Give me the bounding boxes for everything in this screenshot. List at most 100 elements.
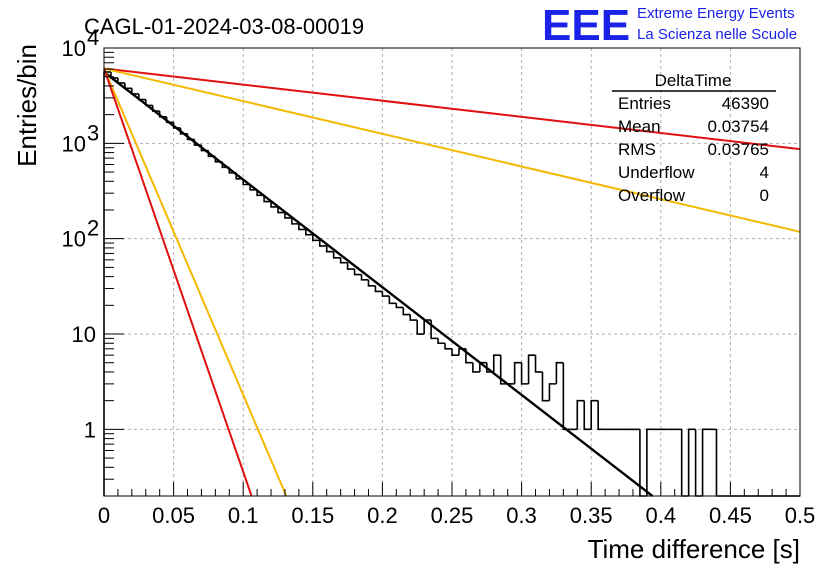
histogram-bin <box>486 362 494 373</box>
histogram-bin <box>583 400 592 431</box>
histogram-bin <box>124 82 132 90</box>
histogram-bin <box>131 88 139 95</box>
histogram-bin <box>381 291 390 297</box>
histogram-bin <box>555 361 564 384</box>
histogram-bin <box>284 212 292 219</box>
brand-line-1: Extreme Energy Events <box>637 5 795 22</box>
fit-lines <box>103 67 801 497</box>
x-tick-label: 0 <box>98 503 110 528</box>
histogram-bin <box>687 428 696 496</box>
stats-box: DeltaTime Entries 46390 Mean 0.03754 RMS 0.03… <box>612 71 776 205</box>
chart-title: CAGL-01-2024-03-08-00019 <box>84 14 364 39</box>
histogram-bin <box>423 319 432 335</box>
histogram-bin <box>325 245 334 253</box>
histogram-bin <box>520 362 529 385</box>
histogram-bin <box>117 77 125 84</box>
y-tick-label: 1 <box>84 417 96 442</box>
histogram-bin <box>277 206 285 214</box>
x-tick-label: 0.3 <box>506 503 537 528</box>
brand-logo: EEE Extreme Energy Events La Scienza nel… <box>542 1 797 50</box>
fit-line <box>103 68 288 497</box>
axis-ticks <box>103 47 801 497</box>
tick-labels: 0 0.05 0.1 0.15 0.2 0.25 0.3 0.35 0.4 0.45 0.5 1 10 1… <box>62 25 816 528</box>
histogram-bin <box>298 223 306 231</box>
x-tick-label: 0.1 <box>228 503 259 528</box>
histogram-bin <box>158 111 167 118</box>
histogram-bin <box>179 127 188 135</box>
y-tick-label: 10 <box>72 322 96 347</box>
histogram-bin <box>193 139 202 146</box>
histogram-bin <box>562 362 571 431</box>
histogram-bin <box>409 314 418 321</box>
y-tick-label: 10 <box>62 36 86 61</box>
histogram-bin <box>458 347 466 356</box>
histogram-bin <box>374 285 383 293</box>
x-tick-label: 0.35 <box>570 503 613 528</box>
histogram-bin <box>221 161 230 169</box>
histogram-bin <box>353 269 362 276</box>
y-tick-exponent: 3 <box>87 120 99 145</box>
histogram-bin <box>701 428 710 496</box>
histogram-bin <box>110 72 118 79</box>
histogram-bin <box>235 172 244 180</box>
histogram-bin <box>465 348 473 364</box>
histogram-bin <box>388 296 397 305</box>
histogram-bin <box>144 99 153 107</box>
histogram-bin <box>200 145 209 152</box>
histogram-bin <box>360 274 369 281</box>
histogram-bin <box>590 399 599 430</box>
histogram-bin <box>249 184 258 191</box>
histogram-bin <box>305 229 313 236</box>
histogram-bin <box>367 279 376 287</box>
fit-line <box>103 71 654 497</box>
histogram-bin <box>186 133 195 141</box>
fit-line <box>103 67 801 233</box>
histogram-bin <box>228 167 237 174</box>
histogram-bin <box>207 150 216 158</box>
histogram-bin <box>479 361 487 372</box>
fit-line <box>103 68 253 497</box>
histogram-bin <box>437 338 446 345</box>
histogram-bin <box>548 383 557 401</box>
histogram-bin <box>416 320 425 335</box>
histogram-bin <box>263 195 272 203</box>
stats-row-label: Overflow <box>618 186 686 205</box>
x-tick-label: 0.45 <box>709 503 752 528</box>
histogram-bin <box>151 105 160 112</box>
stats-row-label: Mean <box>618 117 661 136</box>
histogram-bin <box>534 355 543 373</box>
stats-row-value: 46390 <box>722 94 769 113</box>
histogram-bin <box>472 362 480 373</box>
histogram-bin <box>597 400 606 431</box>
stats-row-label: RMS <box>618 140 656 159</box>
histogram-bin <box>346 262 355 270</box>
histogram-bin <box>576 399 585 430</box>
histogram-bin <box>527 354 536 384</box>
histogram-bin <box>312 234 320 242</box>
histogram-bin <box>138 93 146 101</box>
stats-row-value: 0.03765 <box>708 140 769 159</box>
x-axis-title: Time difference [s] <box>588 534 800 564</box>
y-tick-exponent: 4 <box>87 25 99 50</box>
x-tick-label: 0.25 <box>431 503 474 528</box>
stats-rows: Entries 46390 Mean 0.03754 RMS 0.03765 Underfl… <box>618 94 769 205</box>
histogram-bin <box>339 257 348 264</box>
x-tick-label: 0.05 <box>152 503 195 528</box>
histogram-bin <box>172 122 181 129</box>
histogram-bin <box>492 354 501 372</box>
histogram-bin <box>291 217 299 225</box>
histogram-bin <box>513 361 522 384</box>
histogram-bin <box>451 348 459 356</box>
y-tick-label: 10 <box>62 131 86 156</box>
histogram-bin <box>270 201 278 208</box>
y-tick-exponent: 2 <box>87 216 99 241</box>
histogram-bin <box>318 240 327 247</box>
histogram-bin <box>214 156 223 163</box>
histogram-bin <box>395 303 404 309</box>
histogram-bin <box>430 320 439 340</box>
x-tick-label: 0.4 <box>646 503 677 528</box>
histogram-bin <box>444 343 452 350</box>
y-tick-label: 10 <box>62 227 86 252</box>
stats-title: DeltaTime <box>655 71 732 90</box>
